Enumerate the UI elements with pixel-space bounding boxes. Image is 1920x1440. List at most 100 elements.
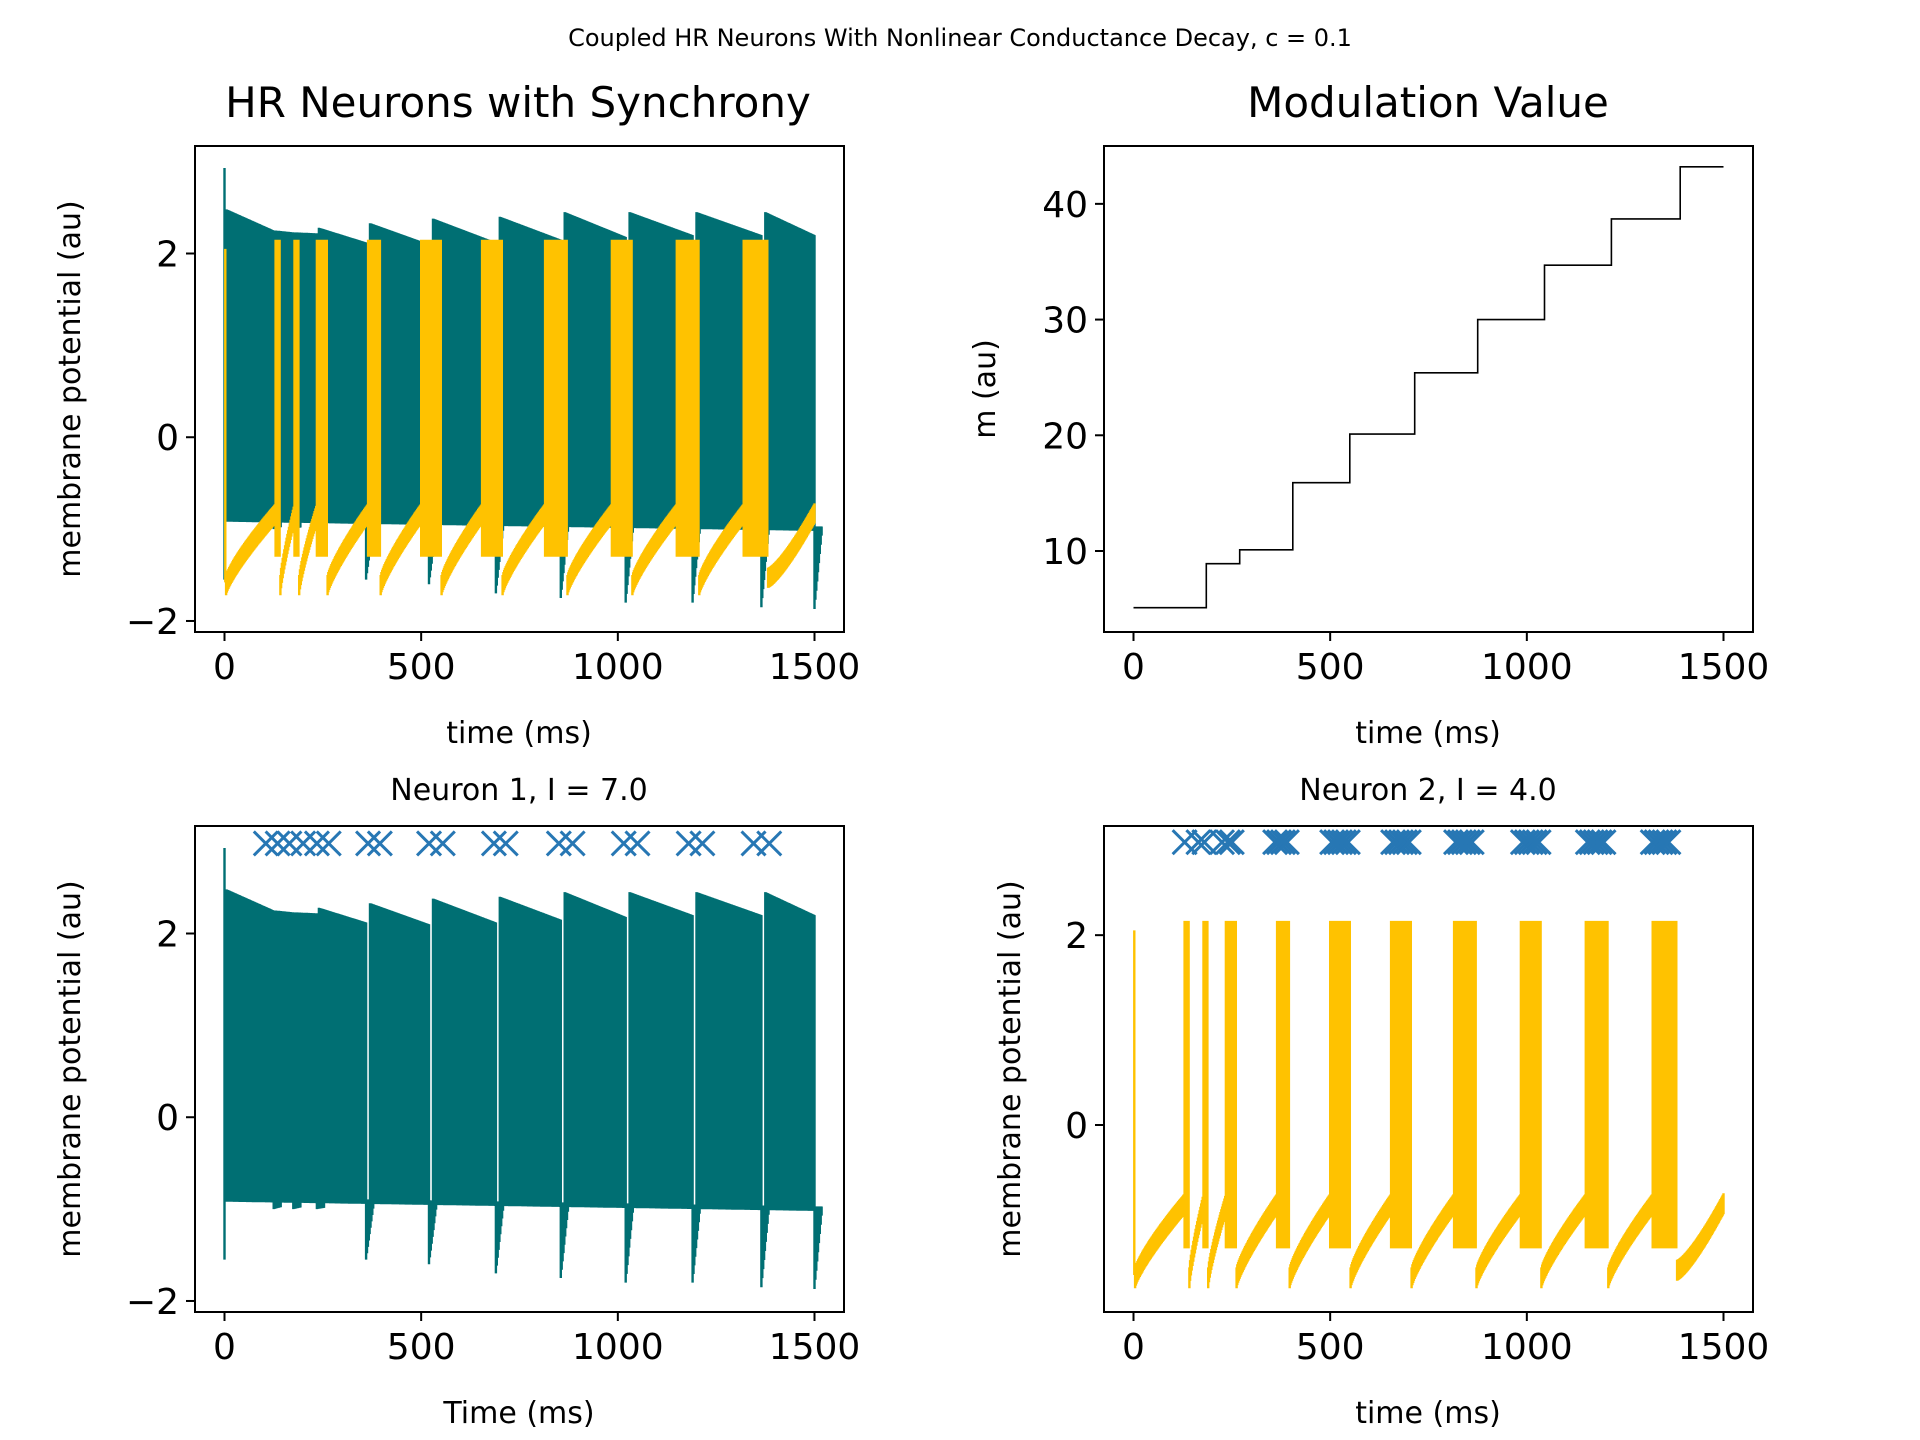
neuron1-spike-marker xyxy=(545,830,572,857)
neuron2-trace xyxy=(1133,920,1725,1289)
panel-modulation-plot-area xyxy=(1133,166,1724,609)
neuron2-spike-marker xyxy=(1450,829,1477,856)
modulation-ytick-label: 40 xyxy=(1042,185,1088,226)
neuron2-spike-marker xyxy=(1330,829,1357,856)
neuron2-spike-marker xyxy=(1578,829,1605,856)
neuron1-spike-marker xyxy=(756,830,783,857)
neuron1-spike-marker xyxy=(303,830,330,857)
neuron1-spike-marker xyxy=(252,830,279,857)
panel-neuron1-frame xyxy=(194,825,845,1313)
panel-neuron1-ylabel: membrane potential (au) xyxy=(53,880,88,1257)
neuron1-ytick-label: 0 xyxy=(156,1098,179,1139)
panel-synchrony-ylabel: membrane potential (au) xyxy=(53,200,88,577)
panel-synchrony-title: HR Neurons with Synchrony xyxy=(225,78,811,127)
panel-synchrony-x-ticks: 0 500 1000 1500 xyxy=(213,632,860,688)
neuron2-spike-marker xyxy=(1582,829,1609,856)
panel-neuron1-title: Neuron 1, I = 7.0 xyxy=(390,773,647,808)
neuron2-ytick-label: 0 xyxy=(1065,1106,1088,1147)
sync-xtick-label: 0 xyxy=(213,647,236,688)
neuron2-spike-marker xyxy=(1525,829,1552,856)
neuron2-spike-marker xyxy=(1262,829,1289,856)
neuron1-spike-marker xyxy=(480,830,507,857)
neuron1-ytick-label: 2 xyxy=(156,914,179,955)
panel-neuron2-title: Neuron 2, I = 4.0 xyxy=(1299,773,1556,808)
neuron1-xtick-label: 0 xyxy=(213,1327,236,1368)
neuron2-spike-marker xyxy=(1326,829,1354,856)
neuron1-xtick-label: 1000 xyxy=(572,1327,664,1368)
neuron2-spike-marker xyxy=(1651,829,1678,856)
neuron2-spike-marker xyxy=(1513,829,1540,856)
neuron2-spike-marker xyxy=(1586,829,1613,856)
neuron1-trace xyxy=(223,848,823,1289)
neuron1-ytick-label: −2 xyxy=(126,1282,179,1323)
panel-modulation-frame xyxy=(1103,145,1754,633)
neuron2-spike-marker xyxy=(1458,829,1485,856)
sync-ytick-label: −2 xyxy=(126,602,179,643)
neuron2-spike-marker xyxy=(1643,829,1670,856)
neuron2-ytick-label: 2 xyxy=(1065,916,1088,957)
neuron2-spike-marker xyxy=(1185,829,1212,856)
neuron2-spike-marker xyxy=(1269,829,1297,856)
panel-synchrony-y-ticks: −2 0 2 xyxy=(126,234,195,643)
neuron2-spike-marker xyxy=(1208,829,1236,856)
neuron2-spike-marker xyxy=(1446,829,1474,856)
neuron2-spike-marker xyxy=(1265,829,1293,856)
panel-neuron2-ylabel: membrane potential (au) xyxy=(993,880,1028,1257)
neuron1-spike-marker xyxy=(429,830,456,857)
modulation-xtick-label: 1500 xyxy=(1678,647,1770,688)
modulation-xtick-label: 0 xyxy=(1122,647,1145,688)
sync-xtick-label: 1000 xyxy=(572,647,664,688)
panel-modulation-y-ticks: 10 20 30 40 xyxy=(1042,185,1104,573)
neuron2-spike-marker xyxy=(1273,829,1300,856)
panel-modulation-title: Modulation Value xyxy=(1247,78,1609,127)
panel-neuron2: Neuron 2, I = 4.0 0 500 1000 1500 02 time (… xyxy=(993,773,1769,1431)
neuron1-spike-marker xyxy=(355,830,382,857)
neuron1-xtick-label: 500 xyxy=(387,1327,456,1368)
sync-ytick-label: 2 xyxy=(156,234,179,275)
figure-suptitle: Coupled HR Neurons With Nonlinear Conduc… xyxy=(568,24,1352,52)
neuron2-spike-marker xyxy=(1214,829,1241,856)
panel-neuron1: Neuron 1, I = 7.0 0 500 1000 1500 −2 0 2 Time… xyxy=(53,773,860,1431)
neuron2-spike-marker xyxy=(1334,829,1361,856)
panel-synchrony-plot-area xyxy=(223,168,823,609)
neuron2-spike-marker xyxy=(1171,829,1198,856)
panel-neuron2-plot-area xyxy=(1133,829,1725,1289)
sync-ytick-label: 0 xyxy=(156,418,179,459)
neuron2-spike-marker xyxy=(1454,829,1481,856)
neuron1-spike-marker xyxy=(559,830,586,857)
panel-neuron2-xlabel: time (ms) xyxy=(1355,1396,1501,1431)
neuron2-xtick-label: 0 xyxy=(1122,1327,1145,1368)
neuron2-xtick-label: 1500 xyxy=(1678,1327,1770,1368)
neuron1-spike-marker xyxy=(415,830,443,857)
panel-neuron2-frame xyxy=(1103,825,1754,1313)
neuron2-spike-marker xyxy=(1521,829,1548,856)
sync-series-neuron2 xyxy=(224,239,816,596)
panel-modulation-x-ticks: 0 500 1000 1500 xyxy=(1122,632,1769,688)
neuron1-spike-marker xyxy=(276,830,303,857)
neuron1-xtick-label: 1500 xyxy=(769,1327,861,1368)
panel-neuron2-y-ticks: 02 xyxy=(1065,916,1104,1147)
neuron2-spike-marker xyxy=(1218,829,1245,856)
neuron2-spike-marker xyxy=(1517,829,1544,856)
neuron2-xtick-label: 500 xyxy=(1296,1327,1365,1368)
panel-synchrony-xlabel: time (ms) xyxy=(446,716,592,751)
neuron1-spike-marker xyxy=(366,830,393,857)
neuron1-spike-marker xyxy=(675,830,702,857)
panel-neuron1-x-ticks: 0 500 1000 1500 xyxy=(213,1312,860,1368)
modulation-xtick-label: 500 xyxy=(1296,647,1365,688)
neuron2-spike-marker xyxy=(1387,829,1415,856)
neuron1-spike-marker xyxy=(624,830,651,857)
panel-modulation-xlabel: time (ms) xyxy=(1355,716,1501,751)
sync-xtick-label: 500 xyxy=(387,647,456,688)
panel-modulation: Modulation Value 0 500 1000 1500 10 20 30 40 t… xyxy=(968,78,1769,751)
modulation-step-line xyxy=(1133,166,1724,609)
panel-neuron2-x-ticks: 0 500 1000 1500 xyxy=(1122,1312,1769,1368)
neuron2-spike-marker xyxy=(1655,829,1682,856)
panel-modulation-ylabel: m (au) xyxy=(968,339,1003,439)
sync-xtick-label: 1500 xyxy=(769,647,861,688)
neuron2-spike-marker xyxy=(1590,829,1617,856)
modulation-ytick-label: 30 xyxy=(1042,301,1088,342)
neuron2-spike-marker xyxy=(1391,829,1418,856)
neuron1-spike-marker xyxy=(689,830,716,857)
